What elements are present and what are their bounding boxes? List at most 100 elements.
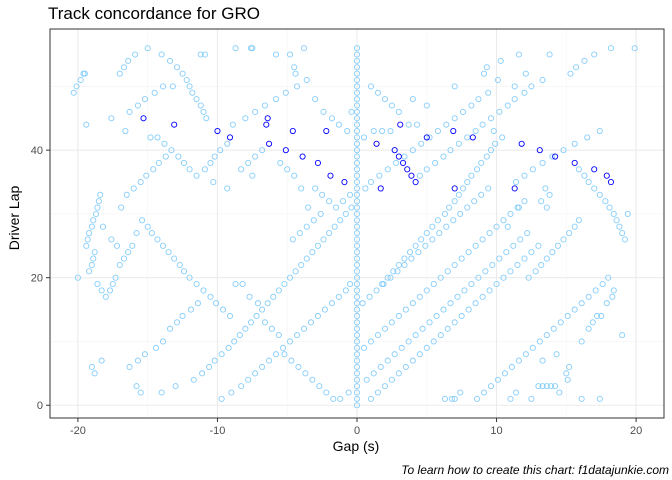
data-point [148, 230, 155, 237]
data-point [460, 185, 467, 192]
data-point [457, 210, 464, 217]
highlight-point [511, 185, 518, 192]
data-point [353, 376, 361, 383]
data-point [353, 191, 361, 198]
data-point [566, 230, 573, 237]
highlight-point [397, 121, 404, 128]
data-point [571, 306, 578, 313]
highlight-point [171, 121, 178, 128]
data-point [291, 172, 298, 179]
data-point [353, 312, 361, 320]
y-axis-title: Driver Lap [6, 186, 22, 251]
data-point [353, 45, 361, 52]
data-point [401, 255, 408, 262]
data-point [522, 70, 529, 77]
data-point [353, 249, 361, 256]
data-point [298, 185, 305, 192]
data-point [93, 210, 100, 217]
data-point [133, 383, 140, 390]
data-point [353, 357, 361, 364]
data-point [154, 236, 161, 243]
chart-title: Track concordance for GRO [48, 4, 260, 23]
data-point [353, 274, 361, 281]
data-point [377, 363, 384, 371]
data-point [305, 204, 312, 211]
data-point [434, 217, 441, 224]
data-point [585, 293, 592, 300]
data-point [171, 255, 178, 262]
data-point [199, 370, 206, 377]
data-point [141, 96, 148, 103]
data-point [507, 268, 514, 275]
data-point [402, 363, 409, 371]
data-point [186, 83, 193, 90]
data-point [485, 185, 492, 192]
data-point [309, 376, 316, 383]
data-point [189, 89, 196, 96]
data-point [581, 172, 588, 179]
data-point [472, 300, 479, 307]
data-point [473, 166, 481, 173]
data-point [88, 223, 95, 230]
data-point [416, 293, 423, 300]
data-point [515, 204, 522, 211]
data-point [353, 287, 361, 294]
data-point [482, 268, 489, 275]
data-point [268, 325, 275, 332]
data-point [168, 147, 175, 154]
data-point [228, 389, 235, 396]
data-point [522, 351, 529, 358]
data-point [73, 83, 80, 90]
data-point [393, 159, 400, 166]
data-point [370, 370, 377, 377]
highlight-point [341, 178, 348, 186]
data-point [200, 108, 207, 115]
data-point [564, 376, 571, 383]
data-point [193, 172, 200, 179]
data-point [409, 300, 416, 307]
data-point [94, 204, 101, 211]
data-point [563, 370, 570, 377]
x-tick-label: 10 [490, 425, 502, 437]
data-point [83, 121, 90, 128]
data-point [549, 153, 556, 160]
data-point [344, 127, 351, 135]
highlight-point [469, 134, 476, 141]
data-point [335, 293, 342, 300]
data-point [448, 395, 455, 402]
data-point [133, 230, 140, 237]
data-point [504, 223, 511, 230]
data-point [473, 395, 481, 402]
data-point [549, 249, 556, 256]
data-point [542, 185, 549, 192]
data-point [538, 198, 545, 205]
data-point [366, 293, 373, 300]
data-point [116, 261, 123, 269]
data-point [423, 287, 430, 294]
data-point [384, 357, 391, 364]
data-point [291, 64, 298, 71]
x-tick-label: 20 [630, 425, 642, 437]
data-point [197, 102, 204, 109]
data-point [606, 204, 613, 211]
data-point [412, 332, 419, 339]
highlight-point [214, 127, 221, 135]
data-point [328, 115, 335, 122]
data-point [353, 57, 361, 64]
data-point [353, 134, 361, 141]
data-point [323, 389, 330, 396]
data-point [217, 147, 224, 154]
y-tick-label: 20 [31, 273, 43, 285]
data-point [515, 51, 522, 58]
data-point [492, 140, 499, 147]
data-point [348, 108, 355, 115]
data-point [153, 344, 160, 351]
data-point [419, 325, 426, 332]
data-point [303, 255, 310, 262]
data-point [353, 363, 361, 371]
data-point [487, 115, 495, 122]
data-point [310, 217, 317, 224]
data-point [319, 191, 326, 198]
data-point [194, 300, 201, 307]
data-point [120, 64, 128, 71]
